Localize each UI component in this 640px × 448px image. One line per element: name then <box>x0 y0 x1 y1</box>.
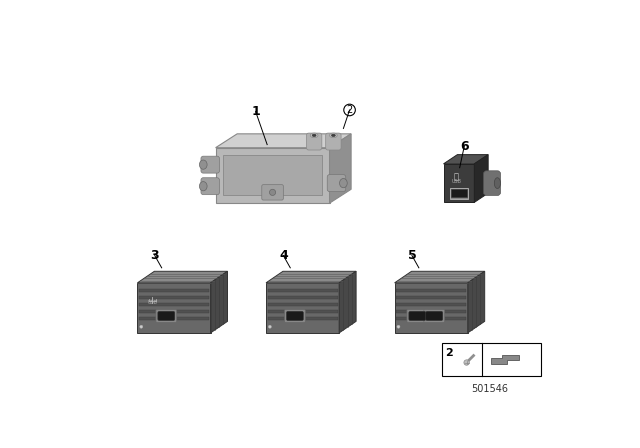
Ellipse shape <box>200 160 207 169</box>
Bar <box>216 148 330 203</box>
Ellipse shape <box>330 133 337 138</box>
Bar <box>396 296 466 299</box>
Text: USB: USB <box>147 300 157 305</box>
FancyBboxPatch shape <box>307 133 322 150</box>
Bar <box>139 289 209 292</box>
Text: 6: 6 <box>460 140 468 153</box>
FancyBboxPatch shape <box>156 310 177 323</box>
FancyBboxPatch shape <box>158 311 175 321</box>
Circle shape <box>140 325 143 328</box>
Text: 1: 1 <box>252 105 260 118</box>
Polygon shape <box>138 271 227 283</box>
Ellipse shape <box>310 133 318 138</box>
Bar <box>451 189 467 197</box>
Ellipse shape <box>464 360 469 365</box>
Bar <box>139 310 209 313</box>
FancyBboxPatch shape <box>201 156 220 173</box>
Bar <box>396 303 466 306</box>
Bar <box>396 289 466 292</box>
Text: 2: 2 <box>445 348 452 358</box>
Polygon shape <box>468 271 484 333</box>
Bar <box>444 164 474 202</box>
FancyBboxPatch shape <box>262 185 284 200</box>
Ellipse shape <box>494 178 500 189</box>
Circle shape <box>269 189 276 195</box>
Bar <box>268 296 338 299</box>
FancyBboxPatch shape <box>424 310 445 323</box>
FancyBboxPatch shape <box>285 310 305 323</box>
Text: 5: 5 <box>408 249 416 262</box>
Polygon shape <box>395 271 484 283</box>
FancyBboxPatch shape <box>426 311 443 321</box>
Circle shape <box>397 325 400 328</box>
Bar <box>396 310 466 313</box>
Bar <box>139 303 209 306</box>
FancyBboxPatch shape <box>409 311 426 321</box>
Text: 3: 3 <box>150 249 159 262</box>
Bar <box>268 310 338 313</box>
Bar <box>223 155 322 195</box>
FancyBboxPatch shape <box>326 133 341 150</box>
Ellipse shape <box>312 134 316 137</box>
Bar <box>266 283 339 333</box>
Text: 4: 4 <box>279 249 288 262</box>
Bar <box>139 317 209 320</box>
Bar <box>450 188 468 198</box>
Circle shape <box>268 325 271 328</box>
Polygon shape <box>216 134 351 148</box>
Bar <box>395 283 468 333</box>
FancyBboxPatch shape <box>287 311 303 321</box>
Polygon shape <box>339 271 356 333</box>
Polygon shape <box>330 134 351 203</box>
FancyBboxPatch shape <box>201 178 220 195</box>
Bar <box>396 317 466 320</box>
Bar <box>138 283 211 333</box>
Ellipse shape <box>340 178 348 188</box>
FancyBboxPatch shape <box>327 175 346 192</box>
FancyBboxPatch shape <box>484 171 500 195</box>
Bar <box>442 343 541 376</box>
Polygon shape <box>492 355 519 364</box>
Text: 2: 2 <box>346 105 353 115</box>
Ellipse shape <box>332 134 335 137</box>
Text: 501546: 501546 <box>471 383 508 394</box>
FancyBboxPatch shape <box>407 310 428 323</box>
Text: ⟝: ⟝ <box>454 172 459 181</box>
Polygon shape <box>211 271 227 333</box>
Text: USB: USB <box>452 179 461 184</box>
Polygon shape <box>266 271 356 283</box>
Polygon shape <box>474 155 488 202</box>
Polygon shape <box>444 155 488 164</box>
Bar <box>268 289 338 292</box>
Bar <box>139 296 209 299</box>
Bar <box>268 303 338 306</box>
Ellipse shape <box>200 181 207 191</box>
Bar <box>268 317 338 320</box>
